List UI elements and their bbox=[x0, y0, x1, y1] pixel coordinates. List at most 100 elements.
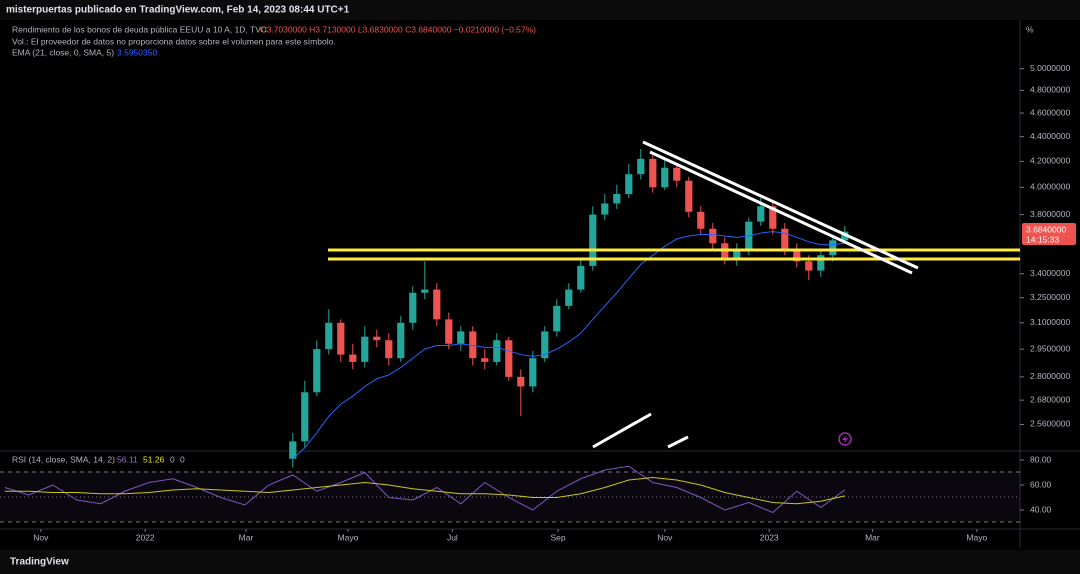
candle-body bbox=[325, 322, 333, 350]
y-tick-label: 3.4000000 bbox=[1030, 268, 1070, 278]
legend-volume: Vol.: El proveedor de datos no proporcio… bbox=[12, 36, 336, 46]
y-tick-label: 4.6000000 bbox=[1030, 107, 1070, 117]
y-tick-label: 4.4000000 bbox=[1030, 131, 1070, 141]
candle-body bbox=[757, 206, 765, 222]
x-tick-label: Mar bbox=[865, 532, 880, 542]
y-tick-label: 3.1000000 bbox=[1030, 317, 1070, 327]
legend-ema: EMA (21, close, 0, SMA, 5) bbox=[12, 47, 114, 57]
candle-body bbox=[673, 167, 681, 181]
candle-body bbox=[481, 358, 489, 362]
x-tick-label: Mayo bbox=[338, 532, 359, 542]
candle-body bbox=[349, 354, 357, 362]
y-tick-label: 4.2000000 bbox=[1030, 156, 1070, 166]
candle-body bbox=[409, 292, 417, 323]
candle-body bbox=[385, 340, 393, 359]
y-tick-label: 3.8000000 bbox=[1030, 209, 1070, 219]
legend-rsi-ma-value: 51.26 bbox=[143, 454, 165, 464]
candle-body bbox=[289, 441, 297, 459]
candle-body bbox=[637, 158, 645, 175]
y-tick-label: 3.2500000 bbox=[1030, 292, 1070, 302]
footer-bar bbox=[0, 550, 1080, 574]
candle-body bbox=[397, 322, 405, 359]
candle-body bbox=[313, 349, 321, 393]
footer-logo: TradingView bbox=[10, 557, 69, 568]
candle-body bbox=[529, 358, 537, 387]
candle-body bbox=[601, 203, 609, 215]
legend-ohlc: O3.7030000 H3.7130000 L3.6830000 C3.6840… bbox=[260, 24, 536, 34]
countdown: 14:15:33 bbox=[1026, 234, 1059, 244]
candle-body bbox=[505, 340, 513, 377]
candle-body bbox=[577, 265, 585, 290]
x-tick-label: Jul bbox=[447, 532, 458, 542]
candle-body bbox=[541, 331, 549, 359]
legend-rsi-value: 56.11 bbox=[117, 454, 138, 464]
y-tick-label: 80.00 bbox=[1030, 454, 1052, 464]
candle-body bbox=[769, 206, 777, 229]
candle-body bbox=[829, 240, 837, 256]
y-tick-label: 4.8000000 bbox=[1030, 85, 1070, 95]
candle-body bbox=[469, 331, 477, 359]
y-tick-label: 5.0000000 bbox=[1030, 63, 1070, 73]
candle-body bbox=[553, 305, 561, 332]
x-tick-label: Mayo bbox=[966, 532, 987, 542]
x-tick-label: 2023 bbox=[760, 532, 779, 542]
x-tick-label: Mar bbox=[239, 532, 254, 542]
candle-body bbox=[649, 158, 657, 188]
candle-body bbox=[517, 376, 525, 387]
event-icon[interactable] bbox=[838, 432, 852, 446]
legend-rsi-extra: 0 bbox=[180, 454, 185, 464]
candle-body bbox=[817, 255, 825, 271]
candle-body bbox=[373, 336, 381, 341]
candle-body bbox=[613, 193, 621, 204]
candle-body bbox=[337, 322, 345, 355]
candle-body bbox=[421, 289, 429, 293]
candle-body bbox=[445, 319, 453, 344]
candle-body bbox=[805, 261, 813, 271]
x-tick-label: Nov bbox=[657, 532, 673, 542]
axis-unit: % bbox=[1026, 24, 1034, 34]
candle-body bbox=[565, 289, 573, 306]
candle-body bbox=[709, 228, 717, 244]
trend-line bbox=[649, 150, 913, 275]
candle-body bbox=[685, 180, 693, 212]
rsi-line bbox=[4, 465, 846, 514]
y-tick-label: 2.8000000 bbox=[1030, 371, 1070, 381]
x-tick-label: Nov bbox=[33, 532, 49, 542]
candle-body bbox=[589, 214, 597, 266]
legend-ema-value: 3.5950350 bbox=[117, 47, 157, 57]
y-tick-label: 4.0000000 bbox=[1030, 182, 1070, 192]
y-tick-label: 2.5600000 bbox=[1030, 419, 1070, 429]
candle-body bbox=[793, 250, 801, 262]
last-price-box bbox=[1022, 223, 1076, 246]
legend-symbol: Rendimiento de los bonos de deuda públic… bbox=[12, 24, 267, 34]
top-bar bbox=[0, 0, 1080, 20]
event-icon-bolt bbox=[842, 435, 848, 444]
ema-line bbox=[292, 231, 845, 460]
drawing-line bbox=[667, 435, 689, 449]
y-tick-label: 60.00 bbox=[1030, 479, 1052, 489]
rsi-band bbox=[0, 472, 1020, 522]
candle-body bbox=[661, 167, 669, 188]
header-title: misterpuertas publicado en TradingView.c… bbox=[6, 5, 350, 16]
candle-body bbox=[433, 289, 441, 320]
last-price-label: 3.6840000 bbox=[1026, 224, 1066, 234]
candle-body bbox=[625, 174, 633, 194]
trend-line bbox=[642, 140, 919, 270]
candle-body bbox=[697, 211, 705, 229]
rsi-line bbox=[4, 476, 845, 505]
candle-body bbox=[493, 340, 501, 362]
candle-body bbox=[733, 250, 741, 259]
drawing-line bbox=[592, 412, 652, 449]
y-tick-label: 2.9500000 bbox=[1030, 343, 1070, 353]
legend-rsi-extra: 0 bbox=[170, 454, 175, 464]
candle-body bbox=[457, 331, 465, 344]
candle-body bbox=[361, 336, 369, 362]
legend-rsi: RSI (14, close, SMA, 14, 2) bbox=[12, 454, 115, 464]
x-tick-label: 2022 bbox=[136, 532, 155, 542]
candle-body bbox=[301, 392, 309, 442]
candle-body bbox=[781, 228, 789, 251]
y-tick-label: 2.6800000 bbox=[1030, 394, 1070, 404]
y-tick-label: 40.00 bbox=[1030, 504, 1052, 514]
